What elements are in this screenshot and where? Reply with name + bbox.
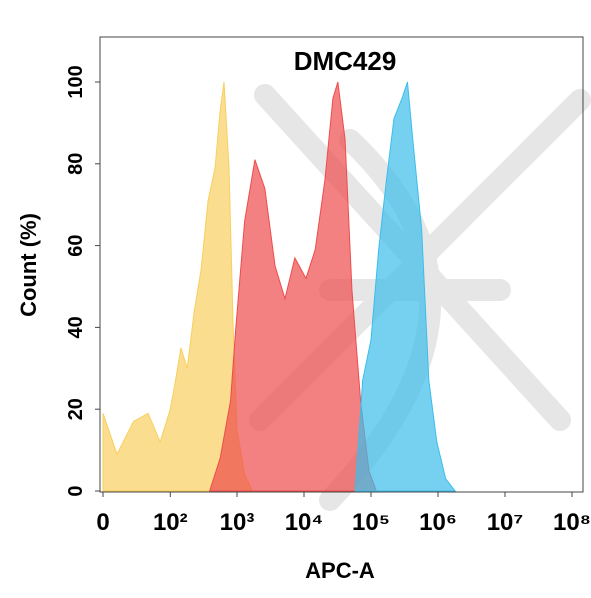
y-axis-label: Count (%) bbox=[16, 213, 41, 317]
histogram-area bbox=[208, 81, 378, 492]
y-tick-label: 40 bbox=[65, 316, 87, 338]
y-tick-label: 0 bbox=[65, 485, 87, 496]
y-tick-label: 60 bbox=[65, 234, 87, 256]
x-tick-label: 10⁷ bbox=[487, 509, 524, 536]
x-tick-label: 0 bbox=[96, 509, 109, 536]
y-tick-label: 100 bbox=[65, 65, 87, 98]
x-tick-label: 10² bbox=[153, 509, 188, 536]
x-tick-label: 10⁵ bbox=[352, 509, 390, 536]
x-tick-label: 10⁶ bbox=[419, 509, 457, 536]
x-axis-label: APC-A bbox=[305, 558, 375, 583]
y-tick-label: 20 bbox=[65, 398, 87, 420]
y-tick-label: 80 bbox=[65, 153, 87, 175]
x-tick-label: 10³ bbox=[220, 509, 255, 536]
chart-title: DMC429 bbox=[294, 46, 397, 76]
x-tick-label: 10⁴ bbox=[285, 509, 324, 536]
x-tick-label: 10⁸ bbox=[553, 509, 591, 536]
plot-frame bbox=[99, 36, 584, 493]
histogram-area bbox=[354, 81, 457, 492]
plot-area bbox=[102, 81, 457, 492]
